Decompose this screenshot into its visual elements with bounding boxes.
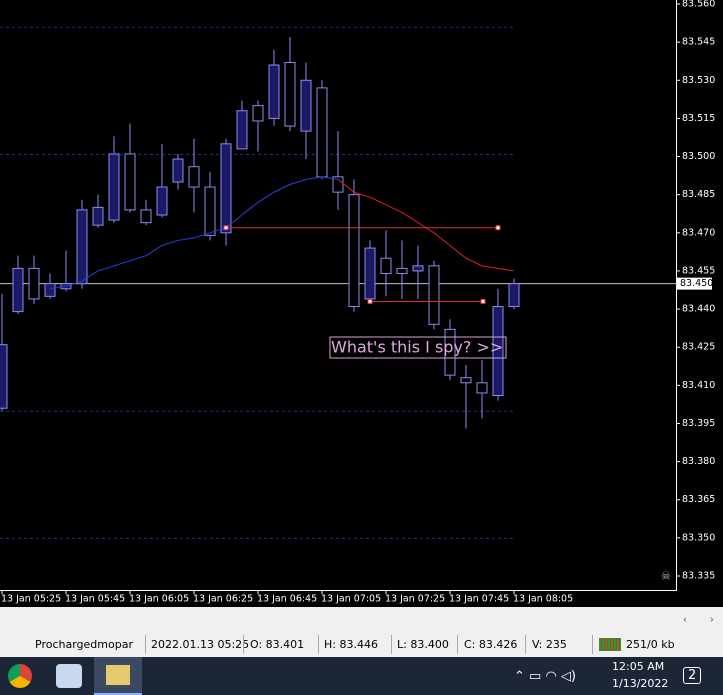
traffic: 251/0 kb [626, 638, 675, 651]
candle-body [188, 166, 200, 188]
chart: ‹ › 83.560 83.545 83.530 83.515 83.500 83.485… [0, 0, 723, 632]
candle-body [268, 64, 280, 119]
candle-body [380, 257, 392, 274]
x-tick-label: 13 Jan 06:05 [129, 594, 189, 605]
candle-body [44, 283, 56, 297]
y-tick-label: 83.425 [682, 342, 715, 353]
icon: ☠ [661, 569, 672, 583]
candle-body [348, 194, 360, 308]
candle-body [76, 209, 88, 285]
x-tick-label: 13 Jan 05:45 [65, 594, 125, 605]
bar-high: H: 83.446 [324, 638, 378, 651]
annotation-box[interactable] [329, 336, 507, 359]
candle-body [28, 267, 40, 300]
bar-close: C: 83.426 [464, 638, 518, 651]
candle-body [172, 158, 184, 183]
candle-body [156, 186, 168, 216]
traffic-icon [599, 638, 621, 651]
candle-body [220, 143, 232, 234]
scroll-left[interactable]: ‹ [683, 615, 687, 626]
bar-low: L: 83.400 [397, 638, 449, 651]
y-tick-label: 83.545 [682, 37, 715, 48]
candle-body [124, 153, 136, 211]
y-tick-label: 83.440 [682, 304, 715, 315]
current-price-label: 83.450 [680, 278, 713, 289]
candle-body [204, 186, 216, 236]
candle-body [428, 265, 440, 325]
tray-icons[interactable]: ⌃ ▭ ◠ ◁) [514, 669, 576, 684]
bar-time: 2022.01.13 05:25 [151, 638, 250, 651]
y-tick-label: 83.335 [682, 571, 715, 582]
x-tick-label: 13 Jan 05:25 [1, 594, 61, 605]
x-tick-label: 13 Jan 07:45 [449, 594, 509, 605]
plot: 83.560 83.545 83.530 83.515 83.500 83.485 83.4… [0, 0, 715, 605]
hline-handle [495, 225, 501, 231]
mt4-button[interactable] [94, 657, 142, 695]
y-tick-label: 83.410 [682, 380, 715, 391]
chrome-icon[interactable] [8, 664, 32, 688]
scroll-right[interactable]: › [710, 615, 714, 626]
candle-body [252, 105, 264, 122]
scrollbar[interactable] [0, 607, 723, 632]
y-tick-label: 83.455 [682, 265, 715, 276]
clock-date[interactable]: 1/13/2022 [612, 677, 669, 690]
current-price-box [677, 277, 712, 290]
y-tick-label: 83.470 [682, 227, 715, 238]
ma-line [49, 176, 339, 290]
x-tick-label: 13 Jan 07:25 [385, 594, 445, 605]
x-tick-label: 13 Jan 07:05 [321, 594, 381, 605]
candle-body [92, 206, 104, 226]
y-tick-label: 83.395 [682, 418, 715, 429]
candle-body [492, 306, 504, 397]
account: Prochargedmopar [35, 638, 133, 651]
candle-body [412, 265, 424, 272]
x-tick-label: 13 Jan 06:45 [257, 594, 317, 605]
x-tick-label: 13 Jan 08:05 [513, 594, 573, 605]
candle-body [460, 377, 472, 384]
hline-handle [480, 298, 486, 304]
candle-body [12, 267, 24, 313]
notifications[interactable]: 2 [683, 667, 702, 684]
y-tick-label: 83.530 [682, 75, 715, 86]
app-icon[interactable] [56, 664, 82, 688]
bar-volume: V: 235 [532, 638, 567, 651]
chart-bg [0, 0, 723, 632]
candle-body [316, 87, 328, 178]
y-tick-label: 83.485 [682, 189, 715, 200]
candle-body [300, 79, 312, 132]
y-tick-label: 83.350 [682, 532, 715, 543]
bar-open: O: 83.401 [250, 638, 305, 651]
y-tick-label: 83.515 [682, 113, 715, 124]
candle-body [444, 328, 456, 376]
candle-body [476, 382, 488, 394]
candle-body [364, 247, 376, 300]
status-bar: Prochargedmopar 2022.01.13 05:25 O: 83.4… [0, 632, 723, 657]
candle-body [108, 153, 120, 221]
y-tick-label: 83.380 [682, 456, 715, 467]
candle-body [140, 209, 152, 224]
candle-body [0, 344, 8, 409]
y-tick-label: 83.560 [682, 0, 715, 10]
annotation[interactable]: What's this I spy? >> [331, 338, 503, 357]
y-tick-label: 83.500 [682, 151, 715, 162]
candle-body [508, 283, 520, 308]
hline-handle [367, 298, 373, 304]
taskbar: ⌃ ▭ ◠ ◁) 12:05 AM 1/13/2022 2 [0, 657, 723, 695]
y-tick-label: 83.365 [682, 494, 715, 505]
x-tick-label: 13 Jan 06:25 [193, 594, 253, 605]
candle-body [396, 267, 408, 274]
hline-handle [223, 225, 229, 231]
candle-body [284, 61, 296, 127]
candle-body [236, 110, 248, 150]
candle-body [332, 176, 344, 193]
clock-time[interactable]: 12:05 AM [612, 660, 665, 673]
